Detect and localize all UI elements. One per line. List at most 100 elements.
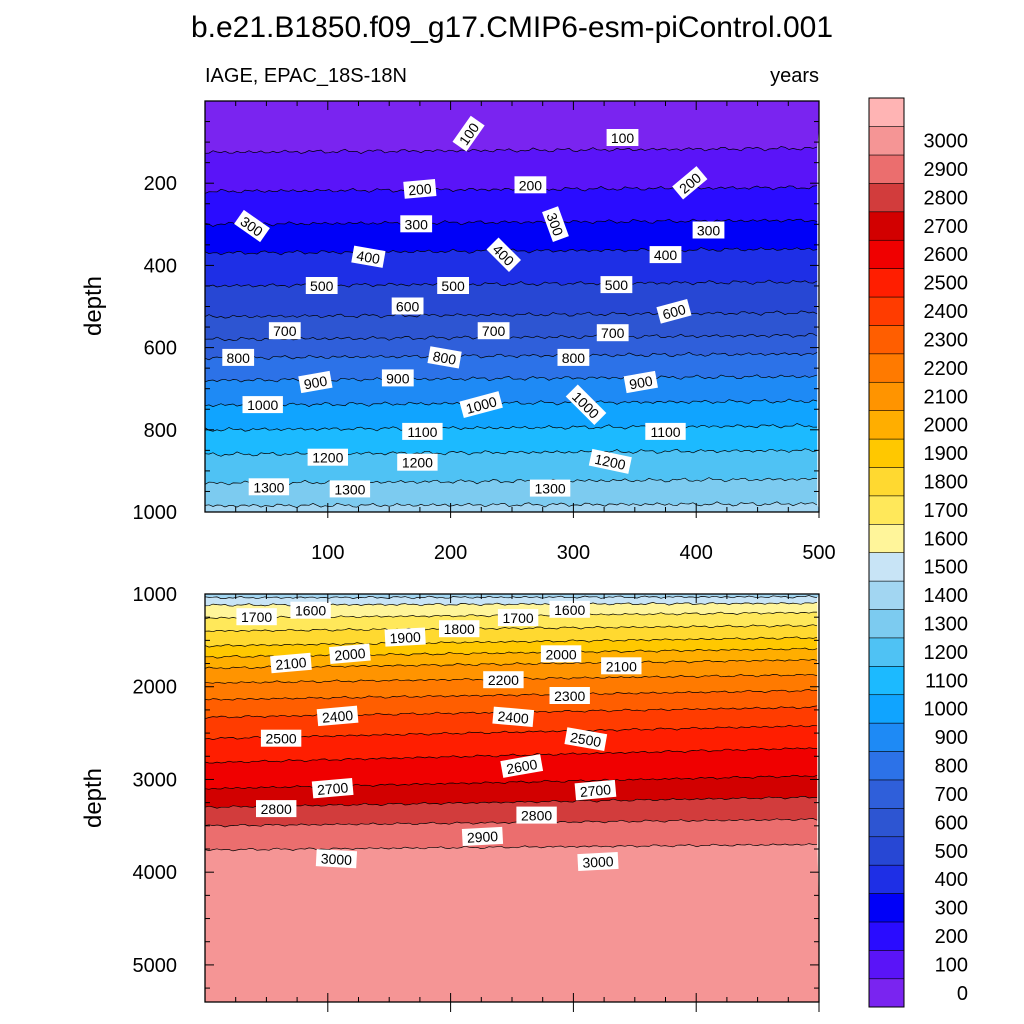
contour-label-box	[645, 422, 686, 440]
contour-label-text: 2900	[467, 828, 499, 846]
contour-label: 400	[649, 246, 682, 264]
contour-label: 2200	[483, 671, 524, 689]
contour-label-box	[391, 297, 424, 315]
colorbar-box	[868, 893, 905, 923]
contour-label: 2400	[316, 705, 359, 727]
variable-region-label: IAGE, EPAC_18S-18N	[205, 65, 407, 87]
contour-label-text: 700	[482, 323, 506, 339]
lo-contour-line-2700	[205, 774, 818, 790]
colorbar-label: 2300	[924, 330, 969, 352]
contour-label-text: 1900	[389, 629, 421, 647]
contour-label-box	[439, 620, 480, 638]
contour-label-box	[692, 221, 725, 239]
contour-label: 2100	[270, 652, 312, 674]
contour-label-text: 2700	[316, 779, 349, 798]
contour-label: 2100	[601, 657, 642, 675]
units-label: years	[770, 65, 819, 87]
contour-label-box	[497, 609, 539, 627]
contour-label: 2000	[328, 643, 371, 665]
contour-label-box	[549, 600, 590, 618]
contour-label-box	[305, 277, 338, 294]
contour-label-box	[311, 777, 354, 799]
contour-label-box	[588, 448, 632, 474]
lo-band-16	[205, 843, 819, 1002]
contour-label-box	[260, 729, 302, 747]
contour-label-box	[298, 370, 333, 394]
contour-label-box	[268, 322, 301, 340]
contour-label-text: 2100	[606, 658, 637, 674]
contour-label: 2500	[260, 729, 302, 747]
contour-label-text: 1000	[464, 393, 498, 417]
contour-label: 1700	[497, 609, 539, 627]
contour-label: 1100	[645, 422, 686, 440]
contour-label: 1000	[242, 396, 283, 414]
contour-label-box	[328, 643, 371, 665]
colorbar-box	[868, 580, 905, 610]
contour-label-text: 800	[432, 348, 458, 368]
contour-label-text: 300	[543, 211, 566, 239]
contour-label-box	[529, 479, 571, 497]
colorbar-label: 1700	[924, 500, 969, 522]
contour-label-box	[236, 608, 277, 626]
colorbar-box	[868, 211, 905, 241]
colorbar-label: 300	[935, 898, 968, 920]
colorbar-label: 2800	[924, 187, 969, 209]
contour-label: 500	[437, 277, 469, 294]
colorbar-box	[868, 495, 905, 525]
colorbar-box	[868, 921, 905, 951]
contour-label-box	[483, 671, 524, 689]
colorbar-box	[868, 751, 905, 781]
contour-label-text: 2700	[579, 781, 612, 800]
contour-label-box	[248, 478, 290, 496]
lower-depth-axis-title: depth	[80, 768, 107, 828]
up-contour-line-800	[205, 351, 818, 361]
contour-label: 200	[403, 179, 437, 199]
contour-label: 200	[514, 176, 547, 194]
contour-label: 300	[692, 221, 725, 239]
contour-label-box	[400, 215, 433, 233]
upper-x-axis: 100 200 300 400 500	[204, 101, 836, 564]
colorbar-box	[868, 239, 905, 269]
contour-label-text: 2400	[497, 708, 530, 727]
contour-label: 700	[268, 322, 301, 340]
contour-label-box	[316, 705, 359, 727]
contour-label-box	[565, 384, 607, 426]
contour-label: 1600	[290, 601, 331, 619]
up-contour-line-1200	[205, 448, 818, 457]
contour-label: 2000	[540, 645, 582, 663]
contour-label: 3000	[577, 851, 619, 872]
contour-label: 2800	[256, 800, 297, 818]
up-contour-line-1300	[205, 477, 818, 486]
contour-label-box	[222, 348, 255, 366]
colorbar-label: 100	[935, 954, 968, 976]
up-contour-line-1400	[205, 501, 818, 508]
colorbar-label: 1300	[924, 614, 969, 636]
contour-label: 2700	[574, 779, 617, 801]
colorbar-label: 2700	[924, 216, 969, 238]
x-tick-label: 100	[311, 542, 344, 564]
contour-label-text: 2000	[334, 645, 367, 664]
up-contour-line-100	[205, 146, 818, 154]
contour-label-text: 3000	[320, 850, 352, 868]
colorbar-box	[868, 381, 905, 411]
contour-label: 500	[600, 276, 633, 294]
contour-label-text: 1700	[503, 610, 534, 626]
contour-label-box	[234, 209, 270, 243]
contour-label-box	[351, 245, 386, 268]
up-contour-line-300	[205, 218, 818, 227]
contour-label-text: 600	[396, 299, 420, 315]
contour-label: 3000	[315, 849, 358, 869]
contour-label-box	[549, 687, 590, 704]
contour-label: 1900	[384, 627, 426, 647]
contour-label: 1200	[307, 448, 348, 466]
colorbar-box	[868, 779, 905, 809]
contour-label-box	[384, 627, 426, 647]
contour-label-text: 1100	[650, 424, 680, 440]
contour-label: 900	[298, 370, 333, 394]
x-tick-label: 300	[557, 542, 590, 564]
lo-contour-line-2800	[205, 795, 817, 809]
contour-label: 2700	[311, 777, 354, 799]
colorbar-box	[868, 637, 905, 667]
colorbar-label: 3000	[924, 131, 969, 153]
